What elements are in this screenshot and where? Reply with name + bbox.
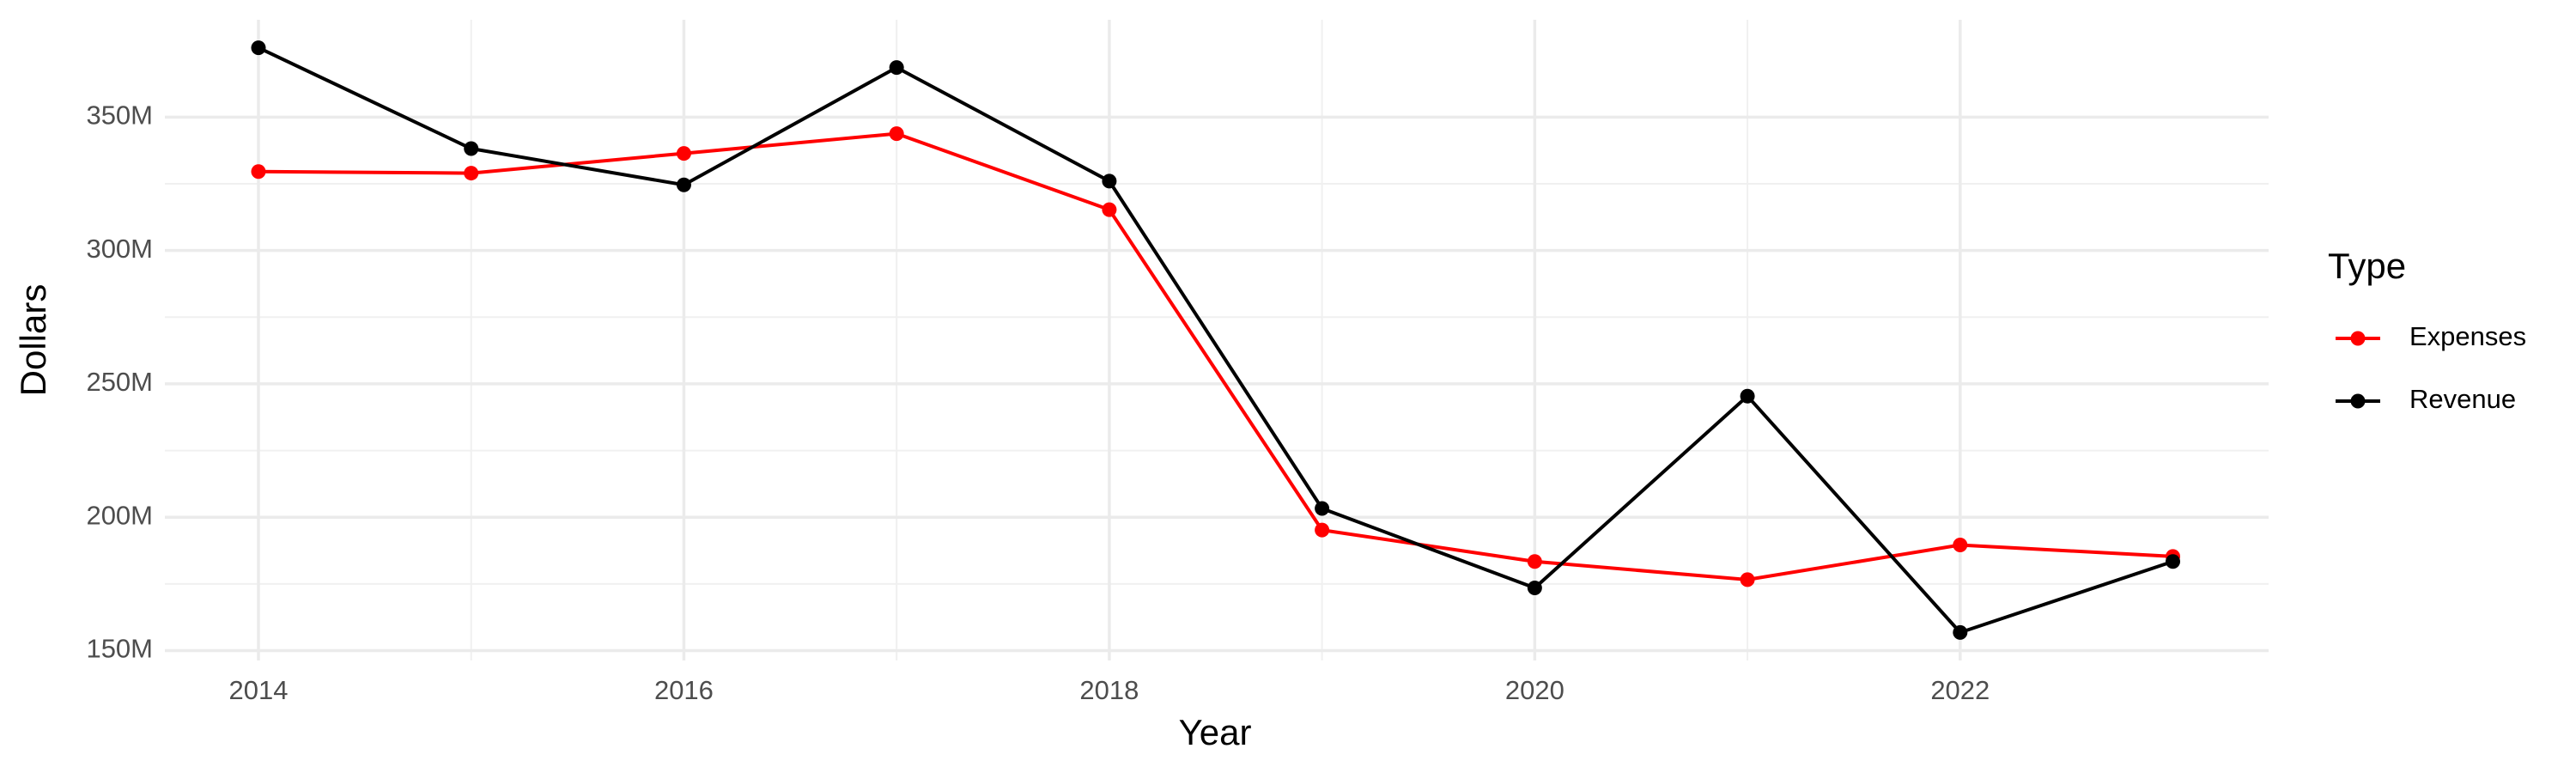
data-point bbox=[2166, 554, 2181, 569]
legend-label: Revenue bbox=[2409, 384, 2516, 414]
y-tick-label: 250M bbox=[86, 367, 153, 397]
data-point bbox=[1953, 538, 1968, 553]
series-line bbox=[258, 46, 2174, 635]
data-point bbox=[251, 40, 266, 56]
data-point bbox=[889, 60, 904, 76]
data-point bbox=[251, 164, 266, 180]
series-line bbox=[258, 131, 2173, 581]
data-point bbox=[1740, 572, 1755, 587]
legend: Type Expenses Revenue bbox=[2328, 246, 2526, 414]
data-point bbox=[1102, 173, 1117, 189]
y-tick-label: 150M bbox=[86, 634, 153, 664]
legend-label: Expenses bbox=[2409, 321, 2526, 351]
x-tick-label: 2020 bbox=[1505, 675, 1564, 705]
data-point bbox=[676, 146, 691, 161]
data-point bbox=[1527, 554, 1542, 569]
data-point bbox=[464, 141, 479, 156]
x-axis-title: Year bbox=[1179, 712, 1252, 752]
data-point bbox=[1102, 202, 1117, 217]
data-point bbox=[1953, 624, 1968, 640]
data-point bbox=[1315, 522, 1330, 538]
data-point bbox=[464, 166, 479, 181]
plot-area bbox=[251, 40, 2181, 640]
y-tick-label: 200M bbox=[86, 500, 153, 530]
data-point bbox=[1527, 581, 1542, 596]
x-tick-label: 2022 bbox=[1930, 675, 1990, 705]
data-point bbox=[1315, 501, 1330, 516]
data-point bbox=[676, 177, 691, 192]
legend-swatch-point bbox=[2350, 331, 2366, 346]
x-tick-label: 2016 bbox=[654, 675, 714, 705]
data-point bbox=[1740, 388, 1755, 404]
legend-title: Type bbox=[2328, 246, 2406, 286]
y-tick-label: 300M bbox=[86, 234, 153, 264]
y-tick-label: 350M bbox=[86, 100, 153, 131]
x-tick-label: 2018 bbox=[1079, 675, 1139, 705]
data-point bbox=[889, 126, 904, 142]
x-tick-label: 2014 bbox=[229, 675, 289, 705]
legend-swatch-point bbox=[2350, 393, 2366, 409]
y-axis-title: Dollars bbox=[13, 284, 53, 397]
